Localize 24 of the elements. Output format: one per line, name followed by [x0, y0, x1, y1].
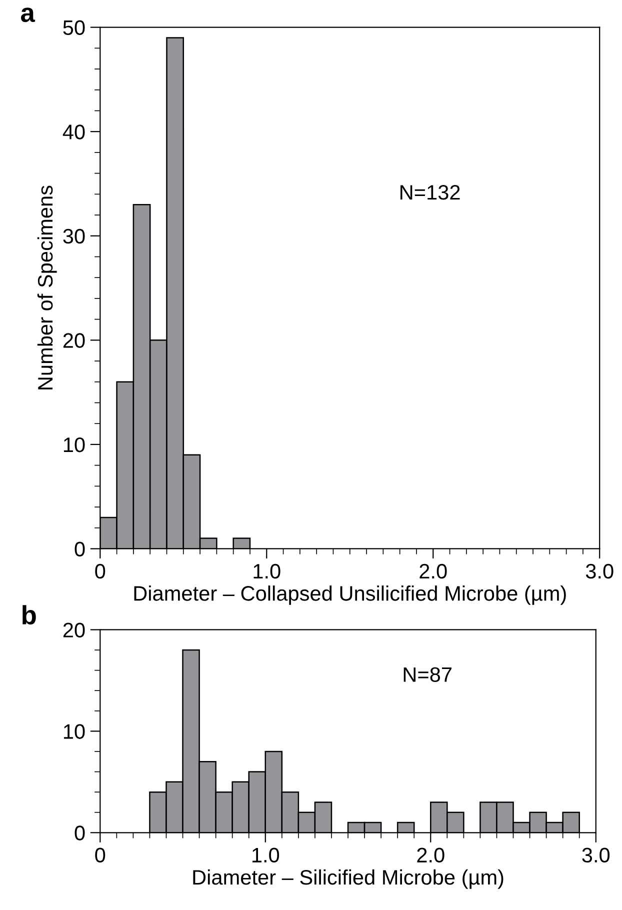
x-tick-label: 3.0 — [586, 564, 614, 579]
y-tick-label: 20 — [63, 333, 85, 348]
x-tick-label: 1.0 — [254, 564, 280, 579]
y-tick-label: 0 — [74, 826, 85, 840]
text: a — [21, 8, 36, 22]
y-tick-label: 0 — [74, 542, 85, 556]
x-tick-label: 2.0 — [417, 848, 444, 863]
annotation: N=87 — [404, 667, 452, 682]
x-tick-label: 0 — [95, 848, 106, 863]
y-tick-label: 50 — [63, 20, 85, 36]
x-tick-label: 0 — [95, 564, 106, 579]
text: b — [22, 605, 36, 625]
x-tick-label: 3.0 — [582, 848, 610, 863]
y-tick-label: 30 — [63, 228, 85, 244]
y-tick-label: 20 — [63, 622, 85, 638]
x-tick-label: 1.0 — [252, 848, 280, 863]
x-axis-title: Diameter – Collapsed Unsilicified Microbe (µm) — [134, 586, 566, 605]
y-tick-label: 10 — [64, 437, 85, 452]
annotation: N=132 — [400, 184, 460, 200]
y-axis-title: Number of Specimens — [37, 186, 57, 390]
x-axis-title: Diameter – Silicified Microbe (µm) — [193, 869, 504, 889]
y-tick-label: 40 — [62, 124, 85, 140]
y-tick-label: 10 — [64, 724, 85, 739]
x-tick-label: 2.0 — [420, 564, 447, 579]
